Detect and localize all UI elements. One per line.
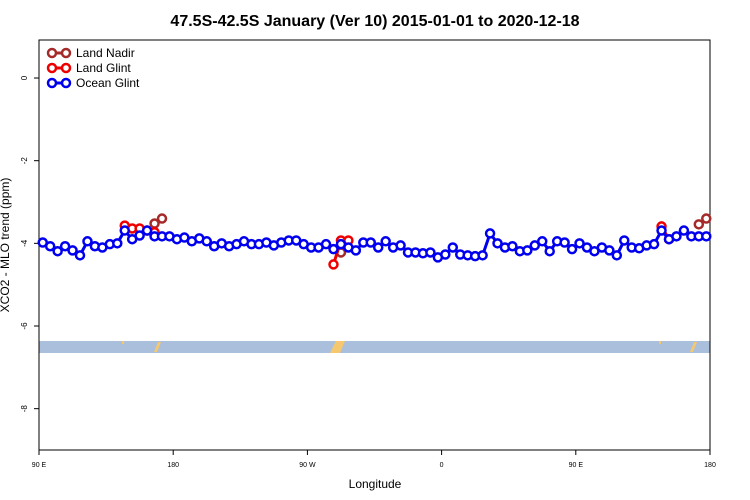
point	[671, 231, 682, 242]
point	[141, 225, 153, 236]
point	[656, 225, 667, 236]
y-tick-label: -8	[20, 405, 29, 413]
chart-title: 47.5S-42.5S January (Ver 10) 2015-01-01 …	[170, 13, 579, 30]
point	[447, 242, 459, 253]
point	[74, 250, 86, 261]
x-tick-label: 90 W	[299, 462, 316, 469]
point	[648, 238, 660, 250]
y-tick-label: -4	[20, 239, 29, 247]
series-line	[153, 217, 708, 226]
y-tick-label: 0	[20, 75, 29, 80]
legend-label: Ocean Glint	[76, 76, 140, 90]
point	[365, 237, 377, 248]
point	[119, 225, 130, 236]
point	[82, 236, 93, 247]
x-tick-label: 180	[704, 462, 716, 469]
point	[529, 240, 541, 251]
point	[492, 238, 503, 249]
mask-band	[39, 341, 710, 353]
legend-label: Land Nadir	[76, 46, 135, 60]
legend-label: Land Glint	[76, 61, 131, 75]
point	[604, 245, 615, 256]
y-tick-label: -2	[20, 157, 29, 165]
point	[440, 249, 451, 260]
point	[134, 230, 145, 241]
point	[380, 236, 391, 247]
y-tick-label: -6	[20, 322, 29, 330]
point	[425, 247, 436, 258]
point	[350, 245, 362, 256]
legend-marker	[60, 47, 72, 59]
point	[44, 240, 56, 252]
x-axis-label: Longitude	[349, 477, 402, 491]
point	[544, 245, 555, 257]
point	[701, 213, 712, 224]
point	[619, 235, 630, 246]
point	[156, 213, 168, 224]
x-tick-label: 90 E	[569, 462, 584, 469]
legend-marker	[60, 62, 72, 74]
x-tick-label: 90 E	[32, 462, 47, 469]
point	[522, 245, 533, 256]
mask-marks	[122, 341, 697, 353]
point	[611, 250, 623, 261]
legend-marker	[60, 77, 72, 89]
point	[574, 238, 585, 249]
point	[484, 228, 496, 239]
point	[477, 250, 488, 261]
point	[328, 243, 339, 255]
point	[372, 242, 384, 253]
point	[693, 219, 705, 230]
legend-marker	[46, 77, 58, 89]
legend-marker	[46, 62, 58, 74]
x-tick-label: 180	[167, 462, 179, 469]
point	[559, 237, 570, 248]
point	[701, 231, 712, 242]
point	[537, 236, 548, 247]
point	[328, 259, 339, 270]
x-tick-label: 0	[440, 462, 444, 469]
point	[52, 245, 63, 257]
point	[395, 240, 406, 251]
point	[507, 240, 518, 252]
point	[201, 236, 212, 247]
point	[320, 238, 332, 250]
point	[59, 240, 71, 252]
point	[112, 238, 123, 249]
legend-marker	[46, 47, 58, 59]
y-axis-label: XCO2 - MLO trend (ppm)	[0, 178, 12, 313]
point	[678, 225, 690, 236]
point	[566, 243, 578, 255]
point	[67, 245, 78, 256]
